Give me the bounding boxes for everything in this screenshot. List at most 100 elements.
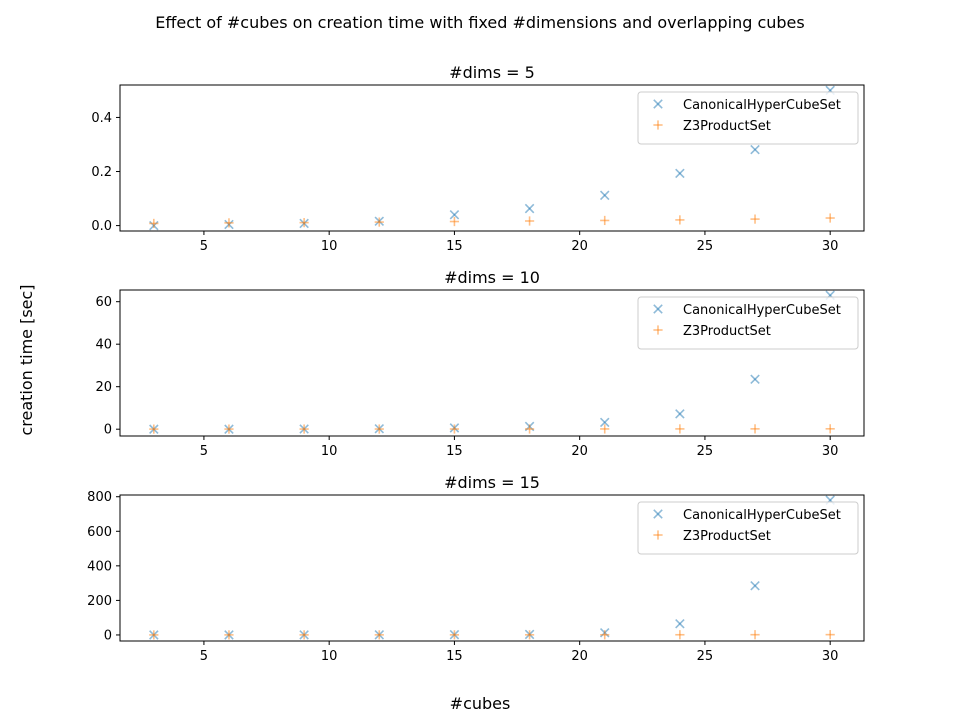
point-canonicalhypercubeset <box>750 580 760 591</box>
axes-frame <box>119 84 865 232</box>
point-canonicalhypercubeset-stroke-b <box>675 409 685 419</box>
point-canonicalhypercubeset <box>599 190 610 201</box>
legend-label: CanonicalHyperCubeSet <box>683 303 841 318</box>
y-tick-label: 400 <box>87 559 112 574</box>
x-tick-label: 30 <box>822 649 839 664</box>
legend-marker-canonicalhypercubeset-stroke-b <box>653 509 663 519</box>
y-axis-label: creation time [sec] <box>17 284 36 435</box>
x-tick-label: 20 <box>571 444 588 459</box>
point-z3productset <box>750 424 760 434</box>
x-tick-label: 10 <box>321 444 338 459</box>
legend-marker-canonicalhypercubeset-stroke-b <box>653 99 663 109</box>
point-z3productset <box>449 216 460 227</box>
x-tick-label: 30 <box>822 444 839 459</box>
point-canonicalhypercubeset <box>675 409 685 419</box>
point-canonicalhypercubeset <box>599 417 610 428</box>
point-z3productset <box>224 630 234 640</box>
subplot-3: #dims = 15 5 10 15 20 25 30 0 200 400 600 800 Canoni… <box>87 473 865 664</box>
x-tick-label: 10 <box>321 239 338 254</box>
point-canonicalhypercubeset-stroke-b <box>449 210 460 220</box>
point-z3productset <box>149 424 159 434</box>
legend-label: Z3ProductSet <box>683 324 771 339</box>
y-tick-label: 0 <box>104 423 112 438</box>
point-z3productset <box>299 424 309 434</box>
point-z3productset <box>299 218 309 228</box>
subplot-title: #dims = 15 <box>444 473 540 492</box>
point-canonicalhypercubeset-stroke-b <box>599 190 610 201</box>
legend-label: CanonicalHyperCubeSet <box>683 98 841 113</box>
legend-marker-z3productset <box>653 325 663 335</box>
legend: CanonicalHyperCubeSet Z3ProductSet <box>637 296 859 350</box>
point-canonicalhypercubeset-stroke-b <box>675 168 685 179</box>
point-canonicalhypercubeset <box>675 618 685 629</box>
legend-marker-z3productset <box>653 530 663 540</box>
x-tick-label: 25 <box>697 239 714 254</box>
legend-marker-canonicalhypercubeset <box>653 304 663 314</box>
legend-label: CanonicalHyperCubeSet <box>683 508 841 523</box>
point-z3productset <box>224 424 234 434</box>
point-z3productset <box>750 214 760 224</box>
y-tick-label: 800 <box>87 490 112 505</box>
subplots: #dims = 5 5 10 15 20 25 30 0.0 0.2 0.4 CanonicalHy… <box>87 63 865 664</box>
legend-marker-canonicalhypercubeset <box>653 99 663 109</box>
x-axis-label: #cubes <box>450 694 511 713</box>
legend-label: Z3ProductSet <box>683 119 771 134</box>
point-z3productset <box>825 630 835 640</box>
legend-marker-canonicalhypercubeset-stroke-b <box>653 304 663 314</box>
point-z3productset <box>374 424 384 434</box>
subplot-1: #dims = 5 5 10 15 20 25 30 0.0 0.2 0.4 CanonicalHy… <box>91 63 865 254</box>
point-z3productset <box>675 424 685 434</box>
point-z3productset <box>374 217 384 227</box>
y-tick-label: 0 <box>104 628 112 643</box>
point-canonicalhypercubeset <box>449 210 460 220</box>
y-tick-label: 60 <box>95 295 112 310</box>
point-z3productset <box>675 215 685 225</box>
y-tick-label: 0.0 <box>91 219 112 234</box>
point-z3productset <box>524 424 535 434</box>
point-canonicalhypercubeset <box>675 168 685 179</box>
subplot-title: #dims = 5 <box>449 63 535 82</box>
point-z3productset <box>224 218 234 228</box>
point-z3productset <box>524 216 535 226</box>
plot-area <box>149 495 835 640</box>
legend-label: Z3ProductSet <box>683 529 771 544</box>
x-tick-label: 15 <box>446 444 463 459</box>
point-canonicalhypercubeset-stroke-b <box>750 374 760 385</box>
x-tick-label: 25 <box>697 444 714 459</box>
point-z3productset <box>750 630 760 640</box>
y-tick-label: 0.4 <box>91 111 112 126</box>
point-canonicalhypercubeset <box>750 144 760 155</box>
point-canonicalhypercubeset <box>524 203 535 214</box>
legend-frame <box>637 91 859 145</box>
plot-area <box>149 85 835 231</box>
point-z3productset <box>825 213 835 223</box>
point-canonicalhypercubeset-stroke-b <box>524 203 535 214</box>
point-canonicalhypercubeset <box>750 374 760 385</box>
point-z3productset <box>600 630 610 640</box>
point-z3productset <box>374 630 384 640</box>
x-tick-label: 10 <box>321 649 338 664</box>
legend-marker-canonicalhypercubeset <box>653 509 663 519</box>
y-tick-label: 200 <box>87 594 112 609</box>
y-tick-label: 20 <box>95 380 112 395</box>
point-z3productset <box>449 630 460 640</box>
x-tick-label: 5 <box>200 649 208 664</box>
x-tick-label: 15 <box>446 649 463 664</box>
point-canonicalhypercubeset-stroke-b <box>750 144 760 155</box>
point-canonicalhypercubeset-stroke-b <box>675 618 685 629</box>
point-z3productset <box>299 630 309 640</box>
x-tick-label: 25 <box>697 649 714 664</box>
subplot-title: #dims = 10 <box>444 268 540 287</box>
point-z3productset <box>149 218 159 229</box>
x-tick-label: 30 <box>822 239 839 254</box>
axes-frame <box>119 494 865 642</box>
legend-frame <box>637 501 859 555</box>
x-tick-label: 15 <box>446 239 463 254</box>
y-tick-label: 0.2 <box>91 165 112 180</box>
x-tick-label: 5 <box>200 239 208 254</box>
figure-title: Effect of #cubes on creation time with f… <box>155 13 804 32</box>
legend-frame <box>637 296 859 350</box>
point-z3productset <box>449 424 460 434</box>
y-tick-label: 40 <box>95 338 112 353</box>
